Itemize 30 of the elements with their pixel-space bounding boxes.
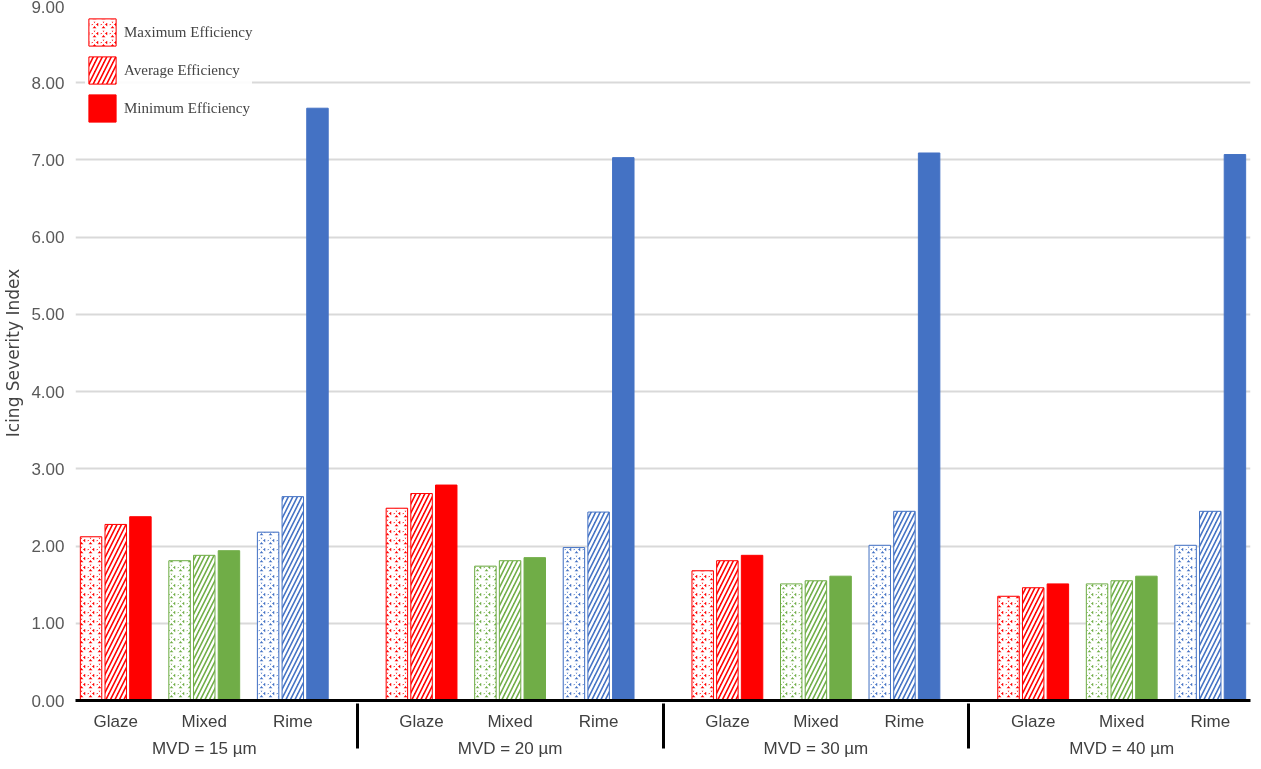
legend-label: Maximum Efficiency [124,23,253,41]
text: MVD = 40 µm [1069,738,1175,758]
text: MVD = 30 µm [763,738,869,758]
x-tick-label: Rime [1190,711,1231,731]
x-tick-label: Glaze [705,711,750,731]
x-tick-label: Rime [884,711,925,731]
legend-label: Minimum Efficiency [124,99,250,117]
y-tick-label: 2.00 [31,537,65,557]
x-tick-label: Mixed [181,711,227,731]
y-tick-label: 3.00 [31,459,65,479]
y-tick-label: 5.00 [31,305,65,325]
y-tick-label: 9.00 [31,0,65,17]
x-tick-label: Glaze [399,711,444,731]
y-tick-label: 4.00 [31,382,65,402]
x-tick-label: Mixed [1099,711,1145,731]
y-tick-label: 7.00 [31,150,65,170]
x-tick-label: Glaze [1011,711,1056,731]
y-tick-label: 1.00 [31,614,65,634]
x-tick-label: Glaze [93,711,138,731]
x-tick-label: Mixed [487,711,533,731]
text: MVD = 20 µm [457,738,563,758]
y-axis-title: Icing Severity Index [3,268,24,438]
text: MVD = 15 µm [151,738,257,758]
y-tick-label: 8.00 [31,73,65,93]
x-tick-label: Rime [272,711,313,731]
y-tick-label: 6.00 [31,228,65,248]
legend-label: Average Efficiency [124,61,240,79]
x-tick-label: Mixed [793,711,839,731]
x-tick-label: Rime [578,711,619,731]
y-tick-label: 0.00 [31,691,65,711]
